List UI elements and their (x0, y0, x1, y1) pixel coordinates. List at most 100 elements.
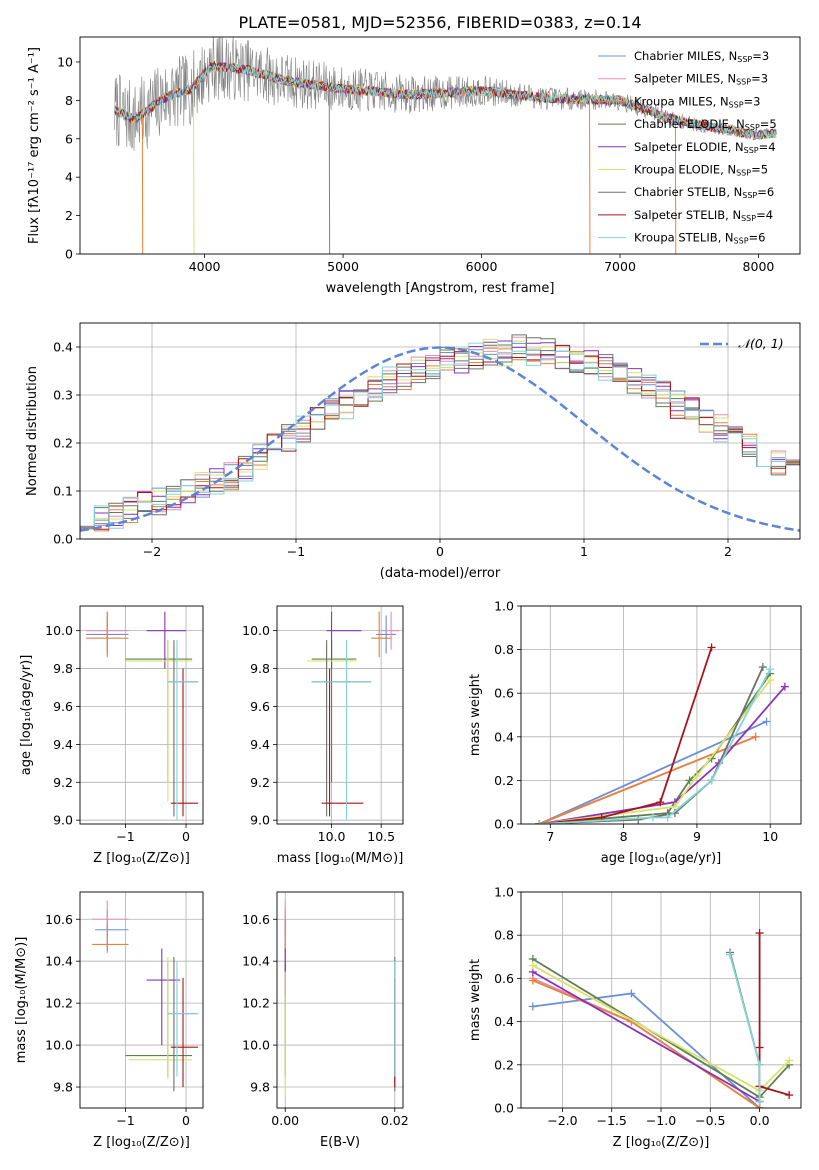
legend-entry: Salpeter MILES, NSSP=3 (634, 72, 768, 87)
y-axis-label: Normed distribution (25, 366, 40, 496)
legend-entry: 𝒩(0, 1) (738, 336, 784, 351)
weight-series-line (729, 954, 761, 1102)
x-axis-label: E(B-V) (320, 1135, 360, 1150)
plot-frame (79, 605, 204, 825)
x-tick-label: 1 (580, 544, 588, 559)
weight-series-line (539, 686, 786, 824)
y-tick-label: 0 (65, 247, 73, 262)
y-tick-label: 0.2 (494, 1057, 514, 1072)
y-axis-label: Flux [fλ10⁻¹⁷ erg cm⁻² s⁻¹ A⁻¹] (27, 47, 42, 244)
x-tick-label: 7 (546, 829, 554, 844)
y-tick-label: 9.0 (53, 813, 73, 828)
weight-point (755, 929, 764, 938)
x-axis-label: Z [log₁₀(Z/Z⊙)] (93, 851, 190, 866)
weight-point (726, 950, 735, 959)
legend-entry: Salpeter ELODIE, NSSP=4 (634, 140, 776, 155)
y-tick-label: 0.2 (494, 773, 514, 788)
errorbars (284, 900, 396, 1096)
axes-mass_vs_ebv: 0.00 0.02 9.8 10.0 10.2 10.4 10.6 E(B-V) (242, 891, 409, 1150)
x-tick-label: 10 (762, 829, 778, 844)
weight-point (762, 717, 771, 726)
legend-entry: Kroupa MILES, NSSP=3 (634, 94, 760, 109)
y-tick-label: 9.8 (250, 1080, 270, 1095)
y-tick-label: 10.4 (242, 954, 270, 969)
y-tick-label: 0.4 (53, 340, 73, 355)
y-tick-label: 0.0 (53, 532, 73, 547)
weight-point (528, 961, 537, 970)
y-axis-label: mass [log₁₀(M/M⊙)] (14, 937, 29, 1064)
spectrum-legend: Chabrier MILES, NSSP=3 Salpeter MILES, NS… (598, 49, 777, 246)
weight-series-line (539, 668, 771, 824)
y-tick-label: 4 (65, 170, 73, 185)
legend-entry: Salpeter STELIB, NSSP=4 (634, 208, 773, 223)
legend-entry: Chabrier ELODIE, NSSP=5 (634, 117, 777, 132)
axes-residuals: −2 −1 0 1 2 0.0 0.1 0.2 0.3 0.4 (data-model)/error… (25, 322, 801, 581)
normal-curve (80, 346, 800, 532)
weight-point (634, 815, 643, 824)
y-tick-label: 0.0 (494, 817, 514, 832)
x-tick-label: 0 (182, 829, 190, 844)
x-tick-label: 10.5 (367, 829, 395, 844)
x-tick-label: 0 (182, 1113, 190, 1128)
axes-age_vs_Z: −1 0 9.0 9.2 9.4 9.6 9.8 10.0 Z [log₁₀(Z/Z⊙)] age… (19, 605, 204, 866)
x-tick-label: 9 (693, 829, 701, 844)
axes-weight_vs_Z: −2.0 −1.5 −1.0 −0.5 0.0 0.0 0.2 0.4 0.6 0.8 1.0 Z [… (468, 885, 802, 1150)
plot-frame (79, 322, 801, 540)
y-tick-label: 9.8 (250, 661, 270, 676)
legend-entry: Kroupa ELODIE, NSSP=5 (634, 163, 768, 178)
weight-point (751, 732, 760, 741)
y-tick-label: 9.2 (53, 775, 73, 790)
y-tick-label: 9.8 (53, 1080, 73, 1095)
x-tick-label: 0.02 (381, 1113, 409, 1128)
y-tick-label: 0.3 (53, 388, 73, 403)
y-tick-label: 0.6 (494, 971, 514, 986)
y-tick-label: 9.0 (250, 813, 270, 828)
x-axis-label: wavelength [Angstrom, rest frame] (326, 281, 555, 296)
weight-point (656, 798, 665, 807)
x-axis-label: mass [log₁₀(M/M⊙)] (277, 851, 404, 866)
figure-title: PLATE=0581, MJD=52356, FIBERID=0383, z=0… (238, 13, 641, 32)
x-tick-label: −2 (143, 544, 161, 559)
plot-frame (79, 36, 801, 255)
weight-series-line (538, 735, 756, 824)
weight-point (692, 772, 701, 781)
weight-point (685, 776, 694, 785)
x-tick-label: −2.0 (547, 1113, 577, 1128)
y-tick-label: 9.6 (53, 699, 73, 714)
weight-series-line (532, 971, 761, 1104)
histogram-step (80, 342, 800, 539)
weight-series-line (538, 720, 767, 824)
weight-point (707, 776, 716, 785)
weight-lines (528, 929, 794, 1108)
x-tick-label: 7000 (604, 259, 636, 274)
weight-series-line (532, 992, 761, 1108)
y-tick-label: 10.0 (45, 623, 73, 638)
histogram-step (80, 345, 800, 539)
x-tick-label: −1.5 (597, 1113, 627, 1128)
spectrum-lines (114, 37, 777, 254)
y-tick-label: 1.0 (494, 599, 514, 614)
weight-point (755, 1097, 764, 1106)
x-tick-label: 4000 (189, 259, 221, 274)
y-tick-label: 9.4 (53, 737, 73, 752)
plot-frame (520, 891, 802, 1109)
histogram-step (80, 334, 800, 539)
weight-point (627, 989, 636, 998)
errorbars (86, 611, 199, 821)
legend-entry: Kroupa STELIB, NSSP=6 (634, 231, 765, 246)
weight-point (648, 813, 657, 822)
axes-mass_vs_Z: −1 0 9.8 10.0 10.2 10.4 10.6 Z [log₁₀(Z/Z⊙)] mas… (14, 891, 204, 1150)
y-tick-label: 0.8 (494, 928, 514, 943)
histogram-step (80, 340, 800, 539)
legend-entry: Chabrier STELIB, NSSP=6 (634, 185, 774, 200)
weight-series-line (532, 979, 761, 1108)
histogram-step (80, 342, 800, 539)
y-tick-label: 2 (65, 208, 73, 223)
x-tick-label: 10.0 (318, 829, 346, 844)
weight-point (707, 643, 716, 652)
histogram-step (80, 344, 800, 539)
weight-point (766, 665, 775, 674)
histogram-step (80, 338, 800, 539)
weight-point (755, 1060, 764, 1069)
